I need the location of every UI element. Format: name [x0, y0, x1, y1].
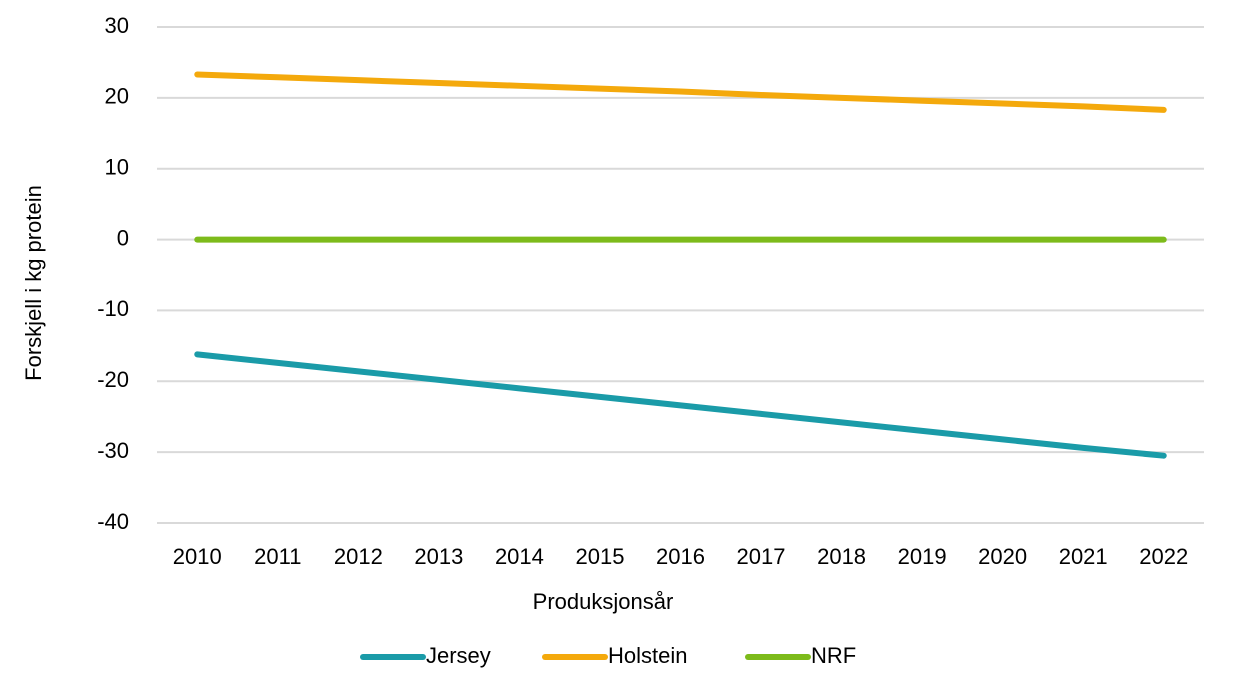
legend-label: Jersey: [426, 643, 491, 668]
y-tick-label: -30: [97, 438, 129, 463]
y-tick-label: -10: [97, 296, 129, 321]
x-tick-label: 2015: [575, 544, 624, 569]
x-tick-label: 2019: [898, 544, 947, 569]
x-axis-title: Produksjonsår: [533, 589, 674, 614]
x-tick-label: 2012: [334, 544, 383, 569]
legend-label: Holstein: [608, 643, 687, 668]
x-tick-label: 2014: [495, 544, 544, 569]
y-axis-title: Forskjell i kg protein: [21, 185, 46, 381]
y-tick-label: 10: [105, 155, 129, 180]
series-line: [194, 71, 1167, 113]
series-line: [194, 351, 1167, 459]
x-tick-label: 2020: [978, 544, 1027, 569]
y-tick-label: 30: [105, 13, 129, 38]
x-tick-label: 2016: [656, 544, 705, 569]
x-tick-label: 2017: [737, 544, 786, 569]
x-tick-label: 2022: [1139, 544, 1188, 569]
x-tick-label: 2021: [1059, 544, 1108, 569]
x-tick-label: 2011: [254, 544, 301, 569]
y-tick-label: 0: [117, 225, 129, 250]
y-tick-label: -40: [97, 509, 129, 534]
legend-label: NRF: [811, 643, 856, 668]
x-tick-label: 2013: [414, 544, 463, 569]
y-tick-label: 20: [105, 84, 129, 109]
x-tick-label: 2010: [173, 544, 222, 569]
y-tick-label: -20: [97, 367, 129, 392]
x-tick-label: 2018: [817, 544, 866, 569]
